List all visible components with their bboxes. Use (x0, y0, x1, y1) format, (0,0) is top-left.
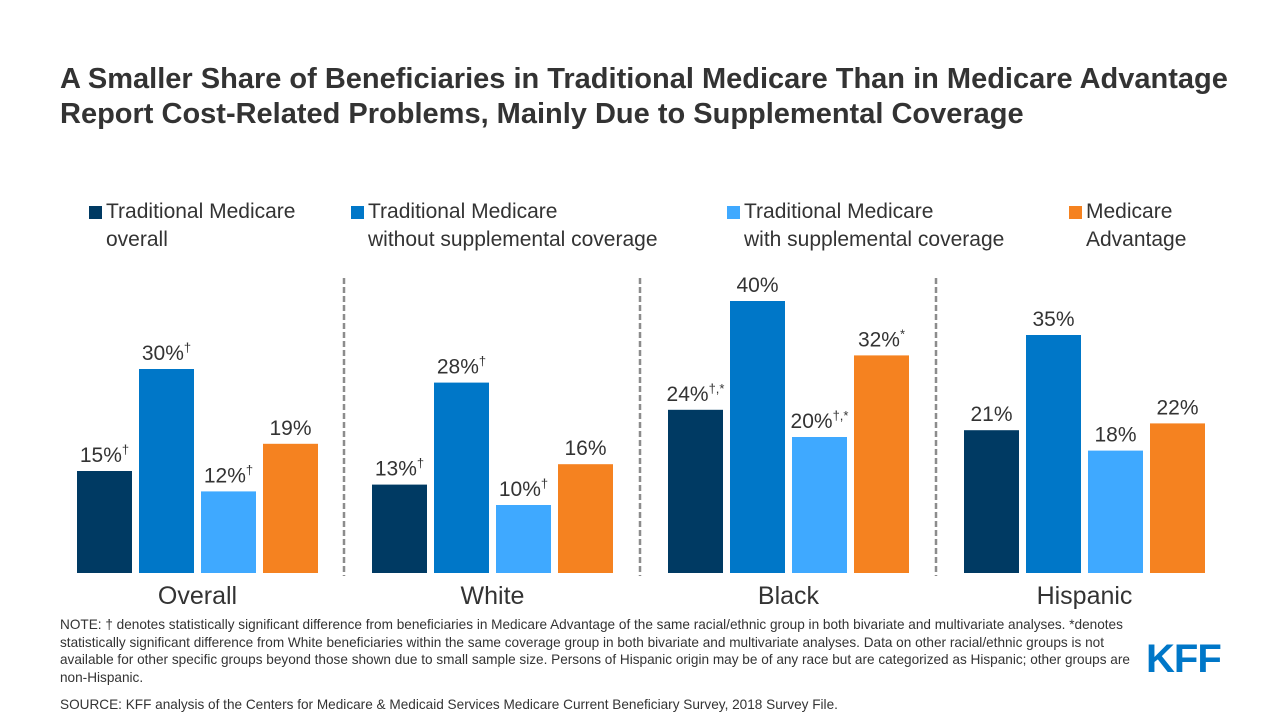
bar (139, 369, 194, 573)
data-label-value: 19% (269, 417, 311, 440)
data-label-value: 30% (142, 342, 184, 365)
category-label: Hispanic (1037, 582, 1133, 610)
legend-swatch-icon (727, 206, 740, 219)
data-label-value: 24% (667, 383, 709, 406)
legend-item-tm-without-supp: Traditional Medicare without supplementa… (351, 198, 658, 254)
data-label: 28%† (437, 354, 486, 379)
data-label: 24%†,* (667, 381, 725, 406)
bar (434, 382, 489, 573)
data-label: 15%† (80, 442, 129, 467)
kff-logo: KFF (1146, 637, 1222, 681)
data-label-value: 35% (1032, 308, 1074, 331)
legend-label-line1: Traditional Medicare (744, 200, 934, 223)
data-label-value: 13% (375, 458, 417, 481)
legend-item-tm-with-supp: Traditional Medicare with supplemental c… (727, 198, 1005, 254)
data-label: 20%†,* (791, 408, 849, 433)
data-label-value: 32% (858, 328, 900, 351)
bar (263, 443, 318, 573)
data-label-mark: † (417, 456, 424, 471)
bar (372, 484, 427, 573)
data-label-mark: † (479, 354, 486, 369)
footnote: NOTE: † denotes statistically significan… (60, 617, 1130, 685)
legend-item-medicare-advantage: Medicare Advantage (1069, 198, 1187, 254)
data-label: 16% (564, 437, 606, 460)
data-label-value: 21% (970, 403, 1012, 426)
data-label-value: 22% (1156, 396, 1198, 419)
legend-label-line1: Medicare (1086, 200, 1173, 223)
category-label: Overall (158, 582, 237, 610)
bar (1088, 450, 1143, 573)
data-label: 30%† (142, 340, 191, 365)
legend-item-tm-overall: Traditional Medicare overall (89, 198, 296, 254)
data-label: 22% (1156, 396, 1198, 419)
bar (1026, 335, 1081, 573)
source-note: SOURCE: KFF analysis of the Centers for … (60, 697, 838, 712)
data-label: 35% (1032, 308, 1074, 331)
data-label-mark: †,* (709, 381, 725, 396)
bar (854, 355, 909, 573)
data-label-value: 40% (736, 274, 778, 297)
bar (964, 430, 1019, 573)
data-label-value: 28% (437, 356, 479, 379)
legend-label-line2: overall (106, 228, 168, 251)
legend-swatch-icon (1069, 206, 1082, 219)
data-label-mark: * (900, 326, 905, 341)
bar (792, 437, 847, 573)
data-label-mark: †,* (833, 408, 849, 423)
legend-label-line2: with supplemental coverage (744, 228, 1005, 251)
data-label-value: 16% (564, 437, 606, 460)
data-label-mark: † (246, 462, 253, 477)
legend-label-line2: Advantage (1086, 228, 1187, 251)
chart-title: A Smaller Share of Beneficiaries in Trad… (60, 63, 1228, 130)
legend-swatch-icon (89, 206, 102, 219)
data-label: 40% (736, 274, 778, 297)
bar (1150, 423, 1205, 573)
legend-label-line1: Traditional Medicare (106, 200, 296, 223)
data-label-mark: † (541, 476, 548, 491)
data-label: 19% (269, 417, 311, 440)
category-label: White (461, 582, 525, 610)
data-label-mark: † (122, 442, 129, 457)
data-label-mark: † (184, 340, 191, 355)
data-label: 12%† (204, 462, 253, 487)
data-label: 21% (970, 403, 1012, 426)
bar (496, 505, 551, 573)
bar (668, 409, 723, 573)
data-label-value: 10% (499, 478, 541, 501)
data-label: 32%* (858, 326, 905, 351)
legend-label-line1: Traditional Medicare (368, 200, 558, 223)
bar (77, 471, 132, 573)
legend-swatch-icon (351, 206, 364, 219)
data-label: 13%† (375, 456, 424, 481)
data-label-value: 20% (791, 410, 833, 433)
data-label-value: 15% (80, 444, 122, 467)
data-label-value: 18% (1094, 424, 1136, 447)
legend-label-line2: without supplemental coverage (368, 228, 658, 251)
data-label: 10%† (499, 476, 548, 501)
category-label: Black (758, 582, 820, 610)
bar (201, 491, 256, 573)
bar (558, 464, 613, 573)
data-label: 18% (1094, 424, 1136, 447)
data-label-value: 12% (204, 464, 246, 487)
bar (730, 301, 785, 573)
